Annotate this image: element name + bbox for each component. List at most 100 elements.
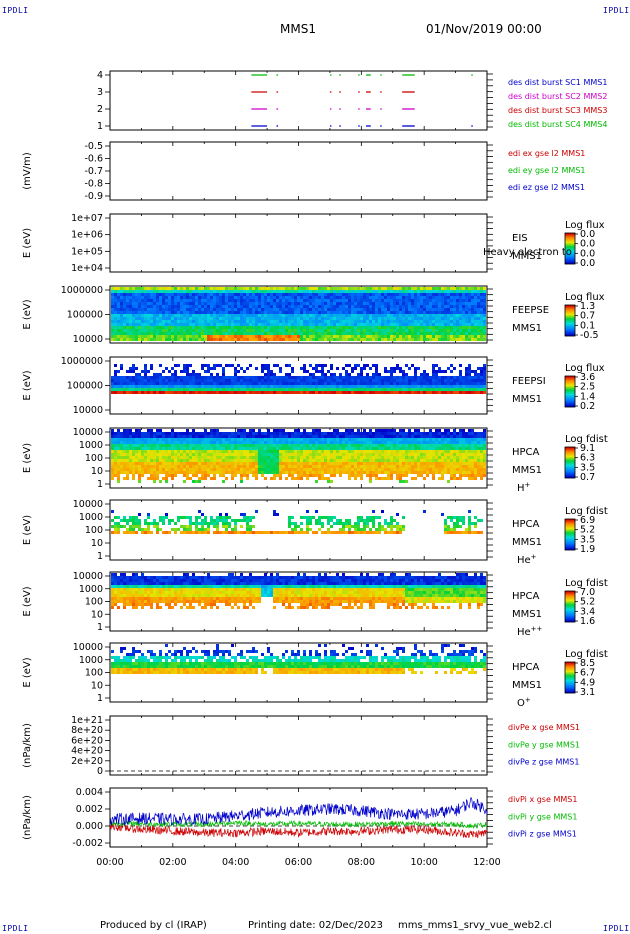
eis-ylabel: E (eV) [22,228,33,258]
feepse-ylabel: E (eV) [22,299,33,329]
feepsi-label-1: MMS1 [512,394,542,405]
burst-ytick-label: 2 [97,104,103,115]
x-tick-label: 04:00 [222,857,249,868]
hpca_he1-label-1: MMS1 [512,537,542,548]
feepse-ytick-label: 100000 [67,310,103,321]
hpca_h-spectrogram [111,429,486,483]
eis-label-0: EIS [512,233,528,244]
hpca_o-colorbar-tick: 3.1 [580,687,595,698]
hpca_h-colorbar-tick: 3.5 [580,462,595,473]
divpi-legend-entry: divPi z gse MMS1 [508,830,577,839]
divpe-ytick-label: 6e+20 [71,735,103,746]
divpe-ytick-label: 4e+20 [71,746,103,757]
feepsi-colorbar-tick: 0.2 [580,401,595,412]
x-tick-label: 08:00 [348,857,375,868]
edi-legend-entry: edi ez gse l2 MMS1 [508,183,585,192]
hpca_he2-colorbar-tick: 5.2 [580,597,595,608]
hpca_he1-ytick-label: 100 [85,525,103,536]
hpca_he2-colorbar [564,590,578,623]
hpca_he2-colorbar-tick: 1.6 [580,616,595,627]
x-tick-label: 06:00 [285,857,312,868]
hpca_h-species-label: H+ [517,481,531,494]
eis-colorbar-tick: 0.0 [580,258,595,269]
eis-colorbar [564,232,578,265]
hpca_he2-label-0: HPCA [512,591,540,602]
edi-ytick-label: -0.5 [84,141,103,152]
hpca_h-colorbar-tick: 0.7 [580,472,595,483]
eis-overlay-text: Heavy electron to [483,247,572,258]
divpe-legend-entry: divPe z gse MMS1 [508,758,579,767]
burst-legend-entry: des dist burst SC1 MMS1 [508,78,607,87]
divpi-ytick-label: 0.004 [76,787,103,798]
edi-legend-entry: edi ex gse l2 MMS1 [508,149,585,158]
burst-legend-entry: des dist burst SC4 MMS4 [508,120,607,129]
eis-ytick-label: 1e+05 [71,246,103,257]
eis-label-1: MMS1 [512,251,542,262]
divpi-legend-entry: divPi x gse MMS1 [508,795,577,804]
hpca_he1-ytick-label: 10000 [73,499,103,510]
feepsi-ytick-label: 100000 [67,381,103,392]
hpca_he1-colorbar-tick: 3.5 [580,534,595,545]
divpi-series-0000cc [109,797,488,827]
feepse-colorbar-tick: 1.3 [580,301,595,312]
hpca_he1-right-ticks [109,500,493,560]
feepse-colorbar-tick: 0.7 [580,311,595,322]
hpca_h-label-0: HPCA [512,447,540,458]
feepsi-ytick-label: 1000000 [61,356,103,367]
edi-ytick-label: -0.8 [84,179,103,190]
hpca_o-colorbar [564,661,578,694]
hpca_he2-ylabel: E (eV) [22,586,33,616]
hpca_he1-colorbar-tick: 1.9 [580,544,595,555]
hpca_he1-ytick-label: 1 [97,551,103,562]
hpca_he1-colorbar-tick: 5.2 [580,525,595,536]
burst-legend-entry: des dist burst SC2 MMS2 [508,92,607,101]
corner-mark-bottom-left: IPDLI [2,924,29,933]
burst-legend-entry: des dist burst SC3 MMS3 [508,106,607,115]
divpi-series-00bb00 [109,819,488,830]
hpca_he2-ytick-label: 1000 [79,584,103,595]
divpe-legend-entry: divPe x gse MMS1 [508,723,580,732]
feepse-spectrogram [111,287,486,341]
edi-ylabel: (mV/m) [22,152,33,190]
x-tick-label: 00:00 [96,857,123,868]
hpca_o-colorbar-tick: 6.7 [580,668,595,679]
hpca_he2-colorbar-title: Log fdist [565,578,608,589]
hpca_o-colorbar-title: Log fdist [565,649,608,660]
divpe-ytick-label: 2e+20 [71,756,103,767]
hpca_h-colorbar [564,446,578,479]
hpca_o-ytick-label: 10000 [73,642,103,653]
hpca_o-right-ticks [109,643,493,702]
feepsi-right-ticks [109,357,493,414]
divpi-ytick-label: 0.002 [76,804,103,815]
feepsi-ytick-label: 10000 [73,405,103,416]
hpca_he2-ytick-label: 1 [97,622,103,633]
corner-mark-bottom-right: IPDLI [603,924,630,933]
divpi-legend-entry: divPi y gse MMS1 [508,812,577,821]
hpca_o-label-1: MMS1 [512,680,542,691]
feepse-colorbar-tick: -0.5 [580,330,599,341]
hpca_he2-ytick-label: 10 [91,609,103,620]
feepsi-colorbar-tick: 1.4 [580,391,595,402]
edi-ytick-label: -0.9 [84,191,103,202]
feepsi-label-0: FEEPSI [512,376,546,387]
feepsi-colorbar-tick: 2.5 [580,382,595,393]
feepsi-colorbar-title: Log flux [565,363,605,374]
eis-ytick-label: 1e+04 [71,263,103,274]
eis-colorbar-tick: 0.0 [580,248,595,259]
divpe-ytick-label: 1e+21 [71,715,103,726]
feepse-ytick-label: 1000000 [61,285,103,296]
feepse-ytick-label: 10000 [73,334,103,345]
burst-ytick-label: 1 [97,121,103,132]
hpca_h-ytick-label: 10 [91,466,103,477]
hpca_o-ytick-label: 10 [91,680,103,691]
divpi-series-cc0000 [109,822,488,839]
footer-filename: mms_mms1_srvy_vue_web2.cl [398,920,552,931]
feepse-colorbar [564,304,578,337]
hpca_h-ytick-label: 10000 [73,427,103,438]
divpe-ytick-label: 0 [97,766,103,777]
x-tick-label: 12:00 [473,857,500,868]
feepse-colorbar-title: Log flux [565,292,605,303]
divpe-ylabel: (nPa/km) [22,723,33,768]
eis-ytick-label: 1e+07 [71,213,103,224]
